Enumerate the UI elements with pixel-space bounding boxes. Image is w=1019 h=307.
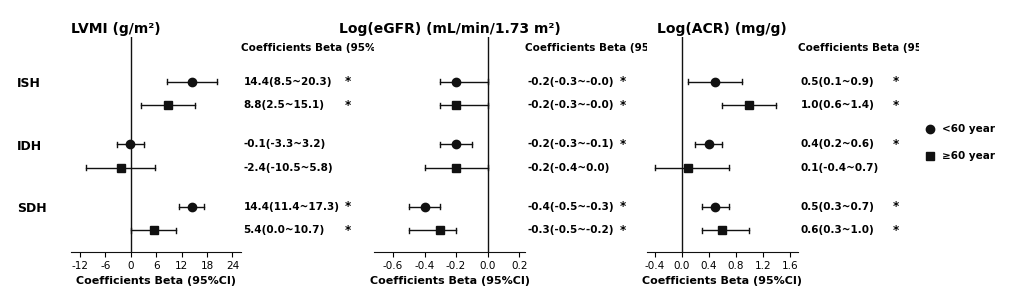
Text: 1.0(0.6~1.4): 1.0(0.6~1.4) — [800, 100, 873, 110]
X-axis label: Coefficients Beta (95%CI): Coefficients Beta (95%CI) — [370, 276, 529, 286]
Text: -0.2(-0.3~-0.1): -0.2(-0.3~-0.1) — [528, 139, 613, 149]
Text: Coefficients Beta (95%CI): Coefficients Beta (95%CI) — [525, 43, 676, 53]
Text: 0.4(0.2~0.6): 0.4(0.2~0.6) — [800, 139, 873, 149]
Text: 0.5(0.1~0.9): 0.5(0.1~0.9) — [800, 77, 873, 87]
Text: 5.4(0.0~10.7): 5.4(0.0~10.7) — [244, 225, 324, 235]
Text: *: * — [620, 200, 626, 213]
Text: 14.4(8.5~20.3): 14.4(8.5~20.3) — [244, 77, 332, 87]
Text: 0.6(0.3~1.0): 0.6(0.3~1.0) — [800, 225, 873, 235]
Text: *: * — [892, 99, 898, 112]
Text: *: * — [892, 224, 898, 237]
Title: Log(ACR) (mg/g): Log(ACR) (mg/g) — [656, 22, 787, 36]
Text: ISH: ISH — [17, 77, 41, 90]
Text: *: * — [620, 75, 626, 88]
X-axis label: Coefficients Beta (95%CI): Coefficients Beta (95%CI) — [76, 276, 236, 286]
Text: -0.2(-0.3~-0.0): -0.2(-0.3~-0.0) — [528, 100, 613, 110]
Text: -0.2(-0.4~0.0): -0.2(-0.4~0.0) — [528, 163, 609, 173]
Text: *: * — [344, 224, 351, 237]
Text: ≥60 year: ≥60 year — [941, 151, 994, 161]
Text: -0.2(-0.3~-0.0): -0.2(-0.3~-0.0) — [528, 77, 613, 87]
Text: *: * — [344, 200, 351, 213]
Text: -0.3(-0.5~-0.2): -0.3(-0.5~-0.2) — [528, 225, 613, 235]
Text: *: * — [620, 99, 626, 112]
Text: 14.4(11.4~17.3): 14.4(11.4~17.3) — [244, 202, 339, 212]
Text: *: * — [344, 75, 351, 88]
Text: -0.1(-3.3~3.2): -0.1(-3.3~3.2) — [244, 139, 325, 149]
Text: -0.4(-0.5~-0.3): -0.4(-0.5~-0.3) — [528, 202, 613, 212]
Text: SDH: SDH — [17, 202, 47, 215]
Text: LVMI (g/m²): LVMI (g/m²) — [71, 22, 161, 36]
Text: IDH: IDH — [17, 140, 42, 153]
Text: Coefficients Beta (95%CI): Coefficients Beta (95%CI) — [797, 43, 948, 53]
Text: Coefficients Beta (95%CI): Coefficients Beta (95%CI) — [240, 43, 391, 53]
Text: -2.4(-10.5~5.8): -2.4(-10.5~5.8) — [244, 163, 333, 173]
Text: *: * — [892, 200, 898, 213]
Text: *: * — [620, 224, 626, 237]
Text: *: * — [892, 138, 898, 151]
X-axis label: Coefficients Beta (95%CI): Coefficients Beta (95%CI) — [642, 276, 801, 286]
Text: 8.8(2.5~15.1): 8.8(2.5~15.1) — [244, 100, 324, 110]
Text: *: * — [344, 99, 351, 112]
Text: 0.1(-0.4~0.7): 0.1(-0.4~0.7) — [800, 163, 877, 173]
Text: 0.5(0.3~0.7): 0.5(0.3~0.7) — [800, 202, 873, 212]
Title: Log(eGFR) (mL/min/1.73 m²): Log(eGFR) (mL/min/1.73 m²) — [338, 22, 560, 36]
Text: *: * — [620, 138, 626, 151]
Text: *: * — [892, 75, 898, 88]
Text: <60 year: <60 year — [941, 124, 994, 134]
